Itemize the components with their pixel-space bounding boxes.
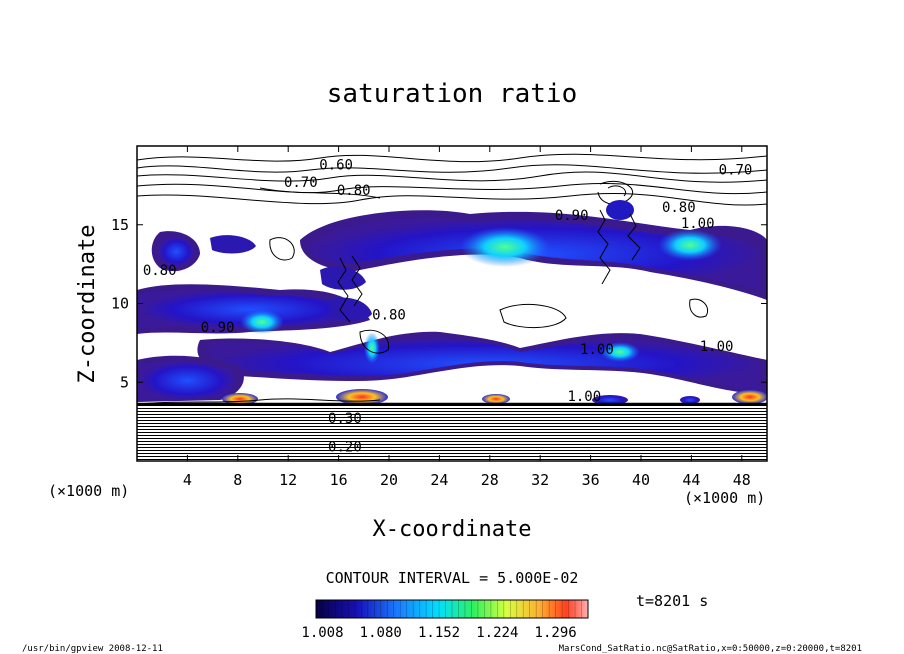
colorbar-label: 1.080 — [360, 625, 402, 641]
contour-interval-label: CONTOUR INTERVAL = 5.000E-02 — [326, 569, 579, 587]
y-axis: 5 10 15 — [111, 216, 767, 391]
saturation-shading — [137, 200, 767, 405]
y-tick-label: 5 — [120, 373, 129, 391]
contour-value-label: 1.00 — [700, 339, 734, 355]
upper-contour-lines — [137, 153, 767, 206]
near-surface-contours — [137, 403, 767, 461]
chart-title: saturation ratio — [327, 79, 577, 109]
colorbar-label: 1.152 — [418, 625, 460, 641]
contour-value-label: 0.30 — [328, 411, 362, 427]
x-tick-label: 44 — [682, 471, 700, 489]
x-unit-label: (×1000 m) — [684, 489, 765, 507]
contour-value-label: 0.20 — [328, 440, 362, 456]
field-layer — [137, 153, 767, 461]
contour-value-label: 0.80 — [337, 183, 371, 199]
colorbar-label: 1.008 — [301, 625, 343, 641]
colorbar-label: 1.224 — [476, 625, 518, 641]
x-tick-label: 16 — [330, 471, 348, 489]
x-tick-label: 32 — [531, 471, 549, 489]
x-tick-label: 40 — [632, 471, 650, 489]
contour-value-label: 0.90 — [555, 208, 589, 224]
contour-value-label: 1.00 — [681, 216, 715, 232]
colorbar-labels: 1.008 1.080 1.152 1.224 1.296 — [301, 625, 576, 641]
y-tick-label: 10 — [111, 295, 129, 313]
contour-value-label: 0.90 — [201, 320, 235, 336]
x-tick-label: 4 — [183, 471, 192, 489]
colorbar — [315, 599, 589, 619]
contour-value-label: 1.00 — [567, 389, 601, 405]
x-axis-label: X-coordinate — [373, 517, 532, 542]
x-axis: 4 8 12 16 20 24 28 32 36 40 44 48 — [183, 146, 751, 489]
colorbar-ticks — [315, 600, 589, 618]
x-tick-label: 48 — [733, 471, 751, 489]
footer-right: MarsCond_SatRatio.nc@SatRatio,x=0:50000,… — [559, 644, 862, 654]
x-tick-label: 20 — [380, 471, 398, 489]
y-axis-label: Z-coordinate — [75, 225, 100, 384]
contour-value-label: 0.70 — [284, 175, 318, 191]
time-label: t=8201 s — [636, 592, 708, 610]
contour-value-label: 1.00 — [580, 342, 614, 358]
contour-value-label: 0.80 — [662, 200, 696, 216]
x-tick-label: 24 — [430, 471, 448, 489]
contour-value-label: 0.80 — [372, 307, 406, 323]
x-tick-label: 8 — [233, 471, 242, 489]
y-unit-label: (×1000 m) — [48, 482, 129, 500]
y-tick-label: 15 — [111, 216, 129, 234]
contour-value-label: 0.60 — [319, 158, 353, 174]
x-tick-label: 12 — [279, 471, 297, 489]
contour-value-label: 0.70 — [719, 162, 753, 178]
mid-contour-lines — [139, 209, 708, 405]
contour-value-label: 0.80 — [143, 263, 177, 279]
footer-left: /usr/bin/gpview 2008-12-11 — [22, 644, 163, 654]
colorbar-label: 1.296 — [535, 625, 577, 641]
plot-area — [136, 145, 768, 462]
x-tick-label: 36 — [582, 471, 600, 489]
x-tick-label: 28 — [481, 471, 499, 489]
contour-labels: 0.600.70 0.800.700.90 0.801.000.800.900.80… — [143, 158, 753, 456]
